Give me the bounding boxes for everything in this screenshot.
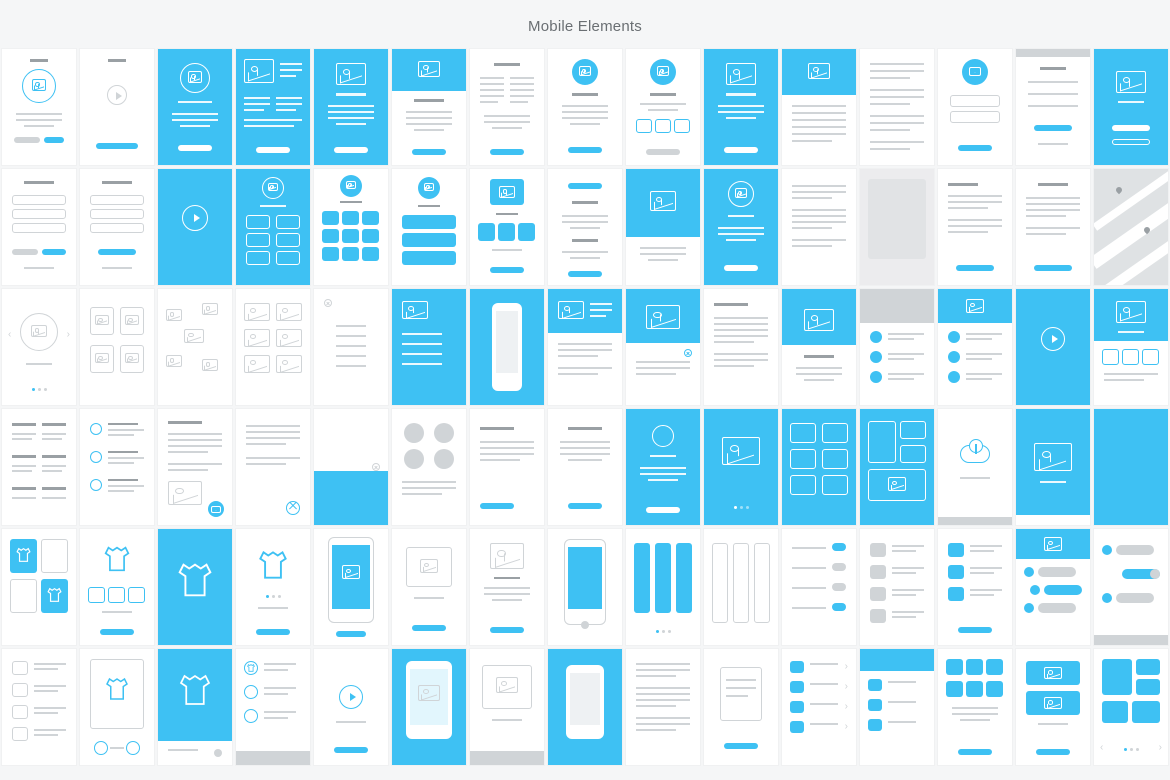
card-r5c4 [236,529,310,645]
card-r6c9 [626,649,700,765]
card-r3c8 [548,289,622,405]
page-title: Mobile Elements [0,0,1170,49]
card-r1c15 [1094,49,1168,165]
card-r3c6 [392,289,466,405]
card-r2c15 [1094,169,1168,285]
card-r6c5 [314,649,388,765]
card-r6c4 [236,649,310,765]
card-r6c14 [1016,649,1090,765]
card-r1c8 [548,49,622,165]
card-r4c5 [314,409,388,525]
card-r1c1 [2,49,76,165]
card-r3c4 [236,289,310,405]
card-r1c7 [470,49,544,165]
card-r2c2 [80,169,154,285]
card-r3c11 [782,289,856,405]
card-r2c7 [470,169,544,285]
card-r2c14 [1016,169,1090,285]
card-r5c3 [158,529,232,645]
card-r2c12 [860,169,934,285]
card-r1c2 [80,49,154,165]
card-r2c13 [938,169,1012,285]
card-r2c1 [2,169,76,285]
card-r2c11 [782,169,856,285]
card-r6c13 [938,649,1012,765]
card-r3c14 [1016,289,1090,405]
card-r5c9 [626,529,700,645]
card-r6c11: › › › › [782,649,856,765]
card-r5c13 [938,529,1012,645]
card-r4c14 [1016,409,1090,525]
card-r1c4 [236,49,310,165]
card-r5c2 [80,529,154,645]
card-r3c15 [1094,289,1168,405]
card-r1c14 [1016,49,1090,165]
card-r6c10 [704,649,778,765]
card-r5c15 [1094,529,1168,645]
card-r4c1 [2,409,76,525]
card-r6c8 [548,649,622,765]
card-r1c3 [158,49,232,165]
card-r3c13 [938,289,1012,405]
card-r2c4 [236,169,310,285]
card-r4c7 [470,409,544,525]
card-r4c8 [548,409,622,525]
card-r4c13 [938,409,1012,525]
card-r3c1: ‹ › [2,289,76,405]
card-r1c12 [860,49,934,165]
card-r4c10 [704,409,778,525]
card-r3c3 [158,289,232,405]
card-r4c4 [236,409,310,525]
card-r3c7 [470,289,544,405]
card-r1c13 [938,49,1012,165]
card-r5c8 [548,529,622,645]
card-r2c5 [314,169,388,285]
card-r6c1 [2,649,76,765]
card-r6c7 [470,649,544,765]
card-r4c9 [626,409,700,525]
card-r1c11 [782,49,856,165]
card-r1c6 [392,49,466,165]
card-r3c12 [860,289,934,405]
card-r3c5 [314,289,388,405]
card-r4c2 [80,409,154,525]
card-r1c10 [704,49,778,165]
card-r1c5 [314,49,388,165]
card-r5c7 [470,529,544,645]
card-r2c3 [158,169,232,285]
card-r3c10 [704,289,778,405]
card-r5c11 [782,529,856,645]
card-r6c6 [392,649,466,765]
card-r1c9 [626,49,700,165]
card-r4c11 [782,409,856,525]
card-r6c15: ‹ › [1094,649,1168,765]
card-r6c3 [158,649,232,765]
card-r2c10 [704,169,778,285]
card-r5c14 [1016,529,1090,645]
card-r2c9 [626,169,700,285]
card-r5c1 [2,529,76,645]
card-r3c2 [80,289,154,405]
card-r4c15 [1094,409,1168,525]
card-r2c6 [392,169,466,285]
wireframe-grid: ‹ › [0,49,1170,765]
card-r2c8 [548,169,622,285]
card-r6c12 [860,649,934,765]
card-r5c10 [704,529,778,645]
card-r5c6 [392,529,466,645]
card-r5c12 [860,529,934,645]
card-r4c12 [860,409,934,525]
card-r3c9 [626,289,700,405]
card-r5c5 [314,529,388,645]
card-r4c3 [158,409,232,525]
card-r4c6 [392,409,466,525]
card-r6c2 [80,649,154,765]
